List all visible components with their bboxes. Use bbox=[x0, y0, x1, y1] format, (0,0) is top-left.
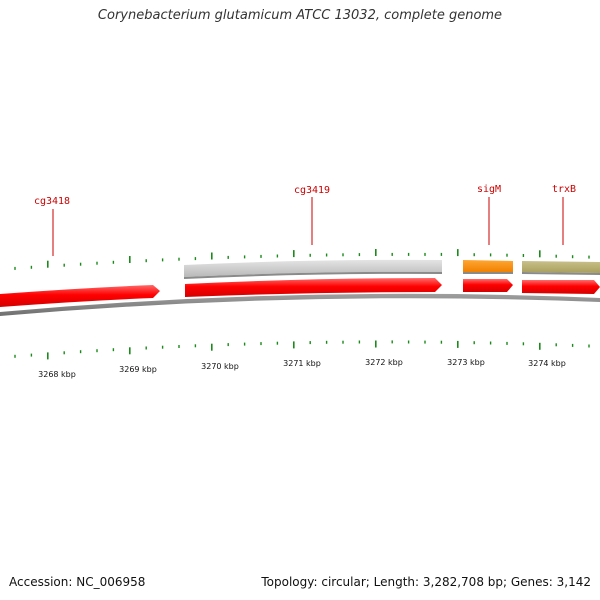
gene-trxB-outer[interactable] bbox=[522, 261, 600, 273]
genome-stats-text: Topology: circular; Length: 3,282,708 bp… bbox=[261, 575, 591, 589]
kbp-label-3274: 3274 kbp bbox=[528, 359, 566, 368]
kbp-label-3273: 3273 kbp bbox=[447, 358, 485, 367]
gene-label-cg3419[interactable]: cg3419 bbox=[294, 185, 330, 196]
kbp-label-3268: 3268 kbp bbox=[38, 370, 76, 379]
gene-cg3419-outer[interactable] bbox=[184, 259, 442, 277]
kbp-label-3269: 3269 kbp bbox=[119, 365, 157, 374]
cds-arrow-trxB[interactable] bbox=[522, 280, 600, 294]
kbp-label-3270: 3270 kbp bbox=[201, 362, 239, 371]
gene-label-sigM[interactable]: sigM bbox=[477, 184, 501, 195]
cds-arrow-cg3419[interactable] bbox=[185, 278, 442, 297]
cds-arrow-cg3418[interactable] bbox=[0, 285, 160, 307]
gene-sigM-outer[interactable] bbox=[463, 260, 513, 272]
kbp-label-3271: 3271 kbp bbox=[283, 359, 321, 368]
gene-sigM-outer-shadow bbox=[463, 272, 513, 274]
gene-label-trxB[interactable]: trxB bbox=[552, 184, 576, 195]
upper-tick-row bbox=[14, 249, 590, 270]
gene-outer-shadow bbox=[184, 271, 442, 279]
accession-text: Accession: NC_006958 bbox=[9, 575, 146, 589]
genome-backbone bbox=[0, 293, 600, 316]
map-title: Corynebacterium glutamicum ATCC 13032, c… bbox=[97, 8, 503, 23]
cds-arrow-sigM[interactable] bbox=[463, 279, 513, 292]
gene-trxB-outer-shadow bbox=[522, 272, 600, 275]
lower-tick-row bbox=[14, 340, 590, 360]
kbp-label-3272: 3272 kbp bbox=[365, 358, 403, 367]
gene-label-cg3418[interactable]: cg3418 bbox=[34, 196, 70, 207]
